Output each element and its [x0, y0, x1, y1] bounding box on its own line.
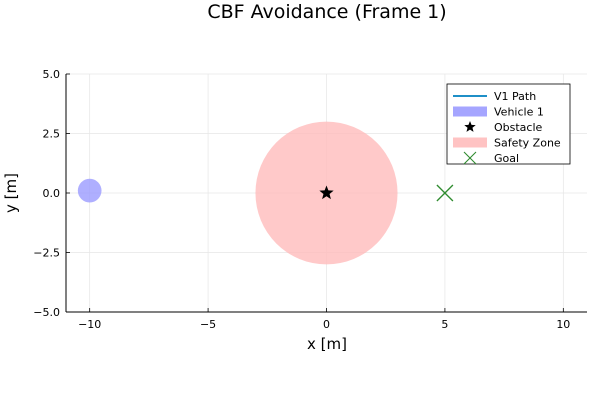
legend-entry: Safety Zone	[453, 137, 561, 150]
y-axis-label: y [m]	[2, 173, 20, 213]
chart-title: CBF Avoidance (Frame 1)	[207, 1, 446, 23]
legend: V1 Path Vehicle 1 Obstacle Safety Zone Goal	[446, 83, 571, 165]
x-axis-label: x [m]	[307, 335, 347, 353]
legend-label: Safety Zone	[494, 137, 561, 150]
y-tick-label: 2.5	[43, 128, 61, 141]
legend-entry: Vehicle 1	[453, 106, 544, 119]
y-tick-label: 5.0	[43, 68, 61, 81]
legend-entry: Goal	[463, 151, 519, 165]
legend-label: V1 Path	[494, 90, 536, 103]
x-tick-label: −5	[200, 318, 216, 331]
legend-swatch-fill	[453, 106, 487, 117]
x-ticks: −10 −5 0 5 10	[78, 308, 570, 331]
goal-x-marker	[436, 184, 454, 202]
legend-label: Vehicle 1	[494, 106, 544, 119]
legend-label: Obstacle	[494, 121, 543, 134]
y-tick-label: −5.0	[33, 306, 60, 319]
legend-swatch-star	[464, 121, 476, 132]
plot-marks	[77, 121, 454, 265]
legend-box	[446, 83, 571, 165]
goal-x-stroke	[436, 184, 454, 202]
vehicle-1-circle	[77, 178, 102, 203]
legend-entry: Obstacle	[464, 121, 543, 134]
x-tick-label: 10	[556, 318, 570, 331]
x-tick-label: 5	[441, 318, 448, 331]
y-tick-label: 0.0	[43, 187, 61, 200]
obstacle-star-marker	[319, 185, 334, 200]
x-tick-label: 0	[323, 318, 330, 331]
legend-entry: V1 Path	[453, 90, 536, 103]
legend-swatch-x-stroke	[463, 151, 477, 165]
legend-swatch-x	[463, 151, 477, 165]
legend-swatch-fill	[453, 137, 487, 148]
y-tick-label: −2.5	[33, 247, 60, 260]
y-ticks: −5.0 −2.5 0.0 2.5 5.0	[33, 68, 70, 319]
x-tick-label: −10	[78, 318, 101, 331]
legend-label: Goal	[494, 152, 519, 165]
